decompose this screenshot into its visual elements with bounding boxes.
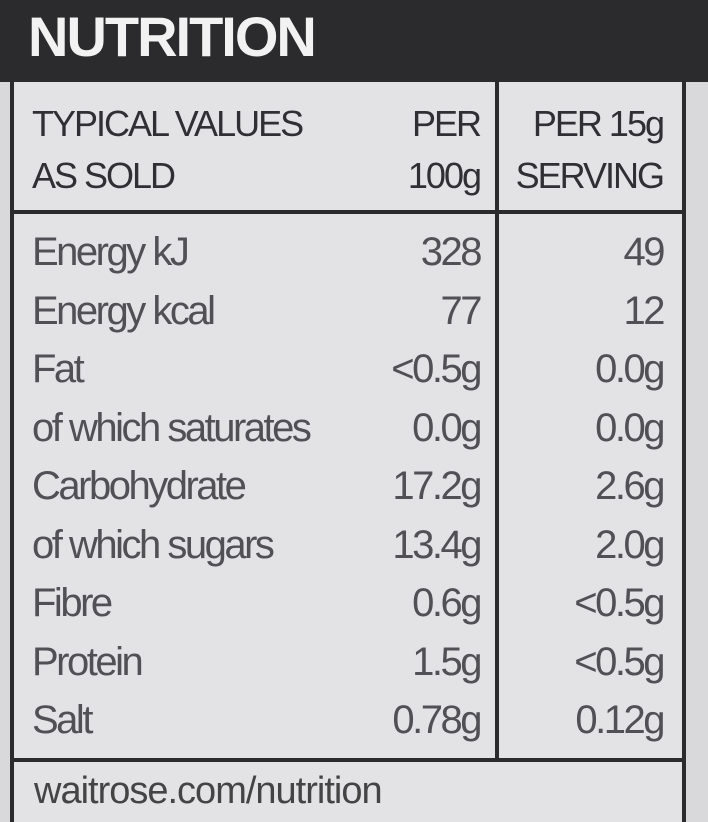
value-cell: 2.6g: [595, 464, 665, 508]
value-cell: 328: [420, 230, 483, 274]
nutrient-label: Fat: [32, 347, 85, 391]
value-cell: 13.4g: [392, 522, 482, 567]
nutrient-label: Carbohydrate: [32, 464, 247, 508]
nutrient-label: Energy kcal: [32, 288, 216, 333]
column-rule: [495, 82, 499, 760]
value-cell: <0.5g: [574, 581, 665, 625]
value-cell: <0.5g: [574, 639, 665, 684]
footer-rule: [10, 758, 686, 762]
value-cell: 0.6g: [412, 581, 482, 625]
value-cell: 0.0g: [412, 405, 482, 450]
footer-link: waitrose.com/nutrition: [34, 770, 383, 812]
header-cell: AS SOLD: [32, 155, 176, 196]
nutrient-label: Salt: [32, 698, 93, 742]
header-cell: SERVING: [515, 155, 665, 196]
header-cell: PER: [411, 103, 482, 144]
value-cell: 12: [623, 288, 666, 333]
value-cell: 0.0g: [595, 347, 665, 391]
value-cell: 77: [440, 288, 483, 333]
header-cell: 100g: [407, 155, 482, 196]
value-cell: <0.5g: [391, 347, 482, 391]
nutrient-label: of which sugars: [32, 522, 275, 567]
title: NUTRITION: [28, 5, 317, 68]
nutrient-label: Protein: [32, 639, 144, 684]
table-box: [10, 82, 686, 822]
header-rule: [10, 210, 686, 214]
value-cell: 17.2g: [392, 464, 482, 508]
nutrient-label: Fibre: [32, 581, 113, 625]
header-cell: TYPICAL VALUES: [32, 103, 304, 144]
nutrient-label: Energy kJ: [32, 230, 190, 274]
title-bar: [0, 0, 708, 82]
value-cell: 0.0g: [595, 405, 665, 450]
value-cell: 0.78g: [392, 698, 482, 742]
nutrient-label: of which saturates: [32, 405, 312, 450]
header-cell: PER 15g: [532, 103, 665, 144]
value-cell: 1.5g: [412, 639, 482, 684]
value-cell: 0.12g: [575, 698, 665, 742]
value-cell: 2.0g: [595, 522, 665, 567]
value-cell: 49: [623, 230, 666, 274]
